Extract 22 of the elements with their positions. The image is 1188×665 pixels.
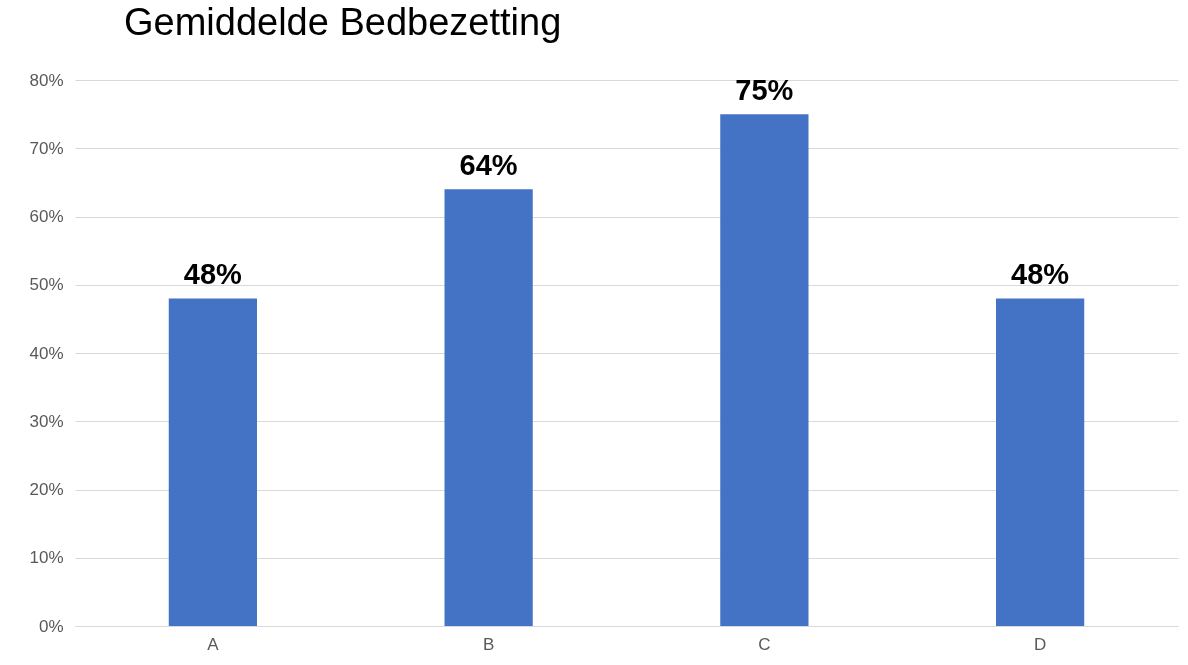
- bar: [996, 298, 1085, 626]
- y-tick-label: 40%: [29, 343, 64, 363]
- y-tick-label: 60%: [29, 207, 64, 226]
- bar: [444, 189, 533, 626]
- data-label: 48%: [183, 258, 243, 291]
- x-tick-label: A: [207, 634, 220, 654]
- bar: [168, 298, 257, 626]
- bar: [720, 114, 809, 626]
- x-tick-label: B: [482, 634, 495, 654]
- data-label: 75%: [735, 74, 794, 107]
- y-tick-label: 10%: [29, 548, 64, 568]
- y-tick-label: 0%: [38, 616, 64, 636]
- y-tick-label: 70%: [29, 138, 64, 158]
- data-label: 48%: [1011, 258, 1070, 291]
- x-tick-label: D: [1033, 634, 1047, 654]
- y-tick-label: 80%: [29, 70, 64, 90]
- x-tick-label: C: [758, 634, 771, 654]
- y-tick-label: 50%: [29, 275, 64, 295]
- y-tick-label: 20%: [29, 480, 64, 499]
- chart-title: Gemiddelde Bedbezetting: [123, 1, 562, 43]
- data-label: 64%: [459, 149, 518, 182]
- y-tick-label: 30%: [29, 411, 64, 431]
